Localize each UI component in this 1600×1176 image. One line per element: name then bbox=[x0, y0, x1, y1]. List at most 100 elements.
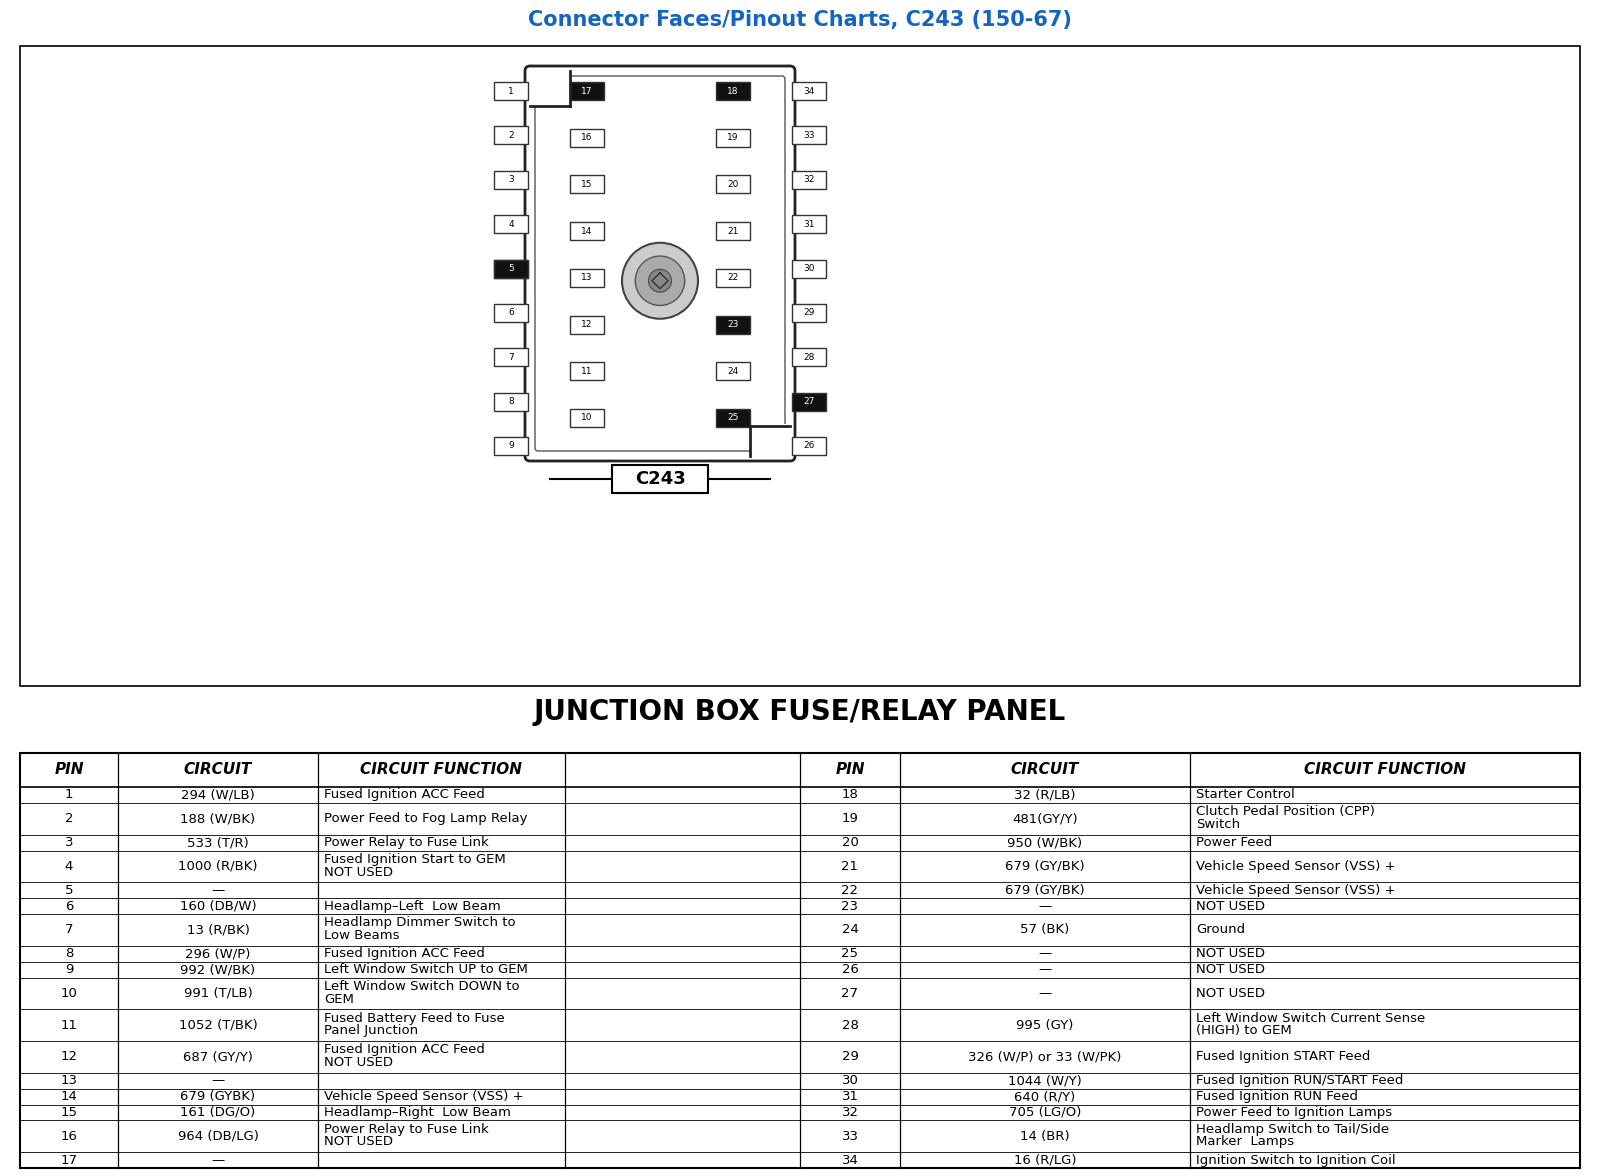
Text: 950 (W/BK): 950 (W/BK) bbox=[1008, 836, 1083, 849]
Text: 7: 7 bbox=[509, 353, 514, 362]
Text: 15: 15 bbox=[61, 1105, 77, 1118]
Text: 29: 29 bbox=[842, 1050, 859, 1063]
Bar bbox=[494, 260, 528, 278]
Text: 33: 33 bbox=[803, 131, 814, 140]
Text: 28: 28 bbox=[803, 353, 814, 362]
Text: NOT USED: NOT USED bbox=[1197, 987, 1266, 1000]
Bar bbox=[19, 753, 1581, 1168]
Bar bbox=[494, 215, 528, 233]
Bar bbox=[570, 128, 605, 147]
Text: Power Relay to Fuse Link: Power Relay to Fuse Link bbox=[323, 836, 488, 849]
Text: 294 (W/LB): 294 (W/LB) bbox=[181, 788, 254, 801]
Text: 1052 (T/BK): 1052 (T/BK) bbox=[179, 1018, 258, 1031]
Text: Left Window Switch UP to GEM: Left Window Switch UP to GEM bbox=[323, 963, 528, 976]
Text: 705 (LG/O): 705 (LG/O) bbox=[1010, 1105, 1082, 1118]
Text: CIRCUIT: CIRCUIT bbox=[1011, 762, 1078, 777]
Text: —: — bbox=[211, 883, 224, 896]
Bar bbox=[494, 171, 528, 189]
Text: —: — bbox=[1038, 900, 1051, 913]
Text: Left Window Switch DOWN to: Left Window Switch DOWN to bbox=[323, 980, 520, 993]
Text: Headlamp–Left  Low Beam: Headlamp–Left Low Beam bbox=[323, 900, 501, 913]
Text: 26: 26 bbox=[803, 441, 814, 450]
Text: Power Feed to Fog Lamp Relay: Power Feed to Fog Lamp Relay bbox=[323, 813, 528, 826]
Text: 13 (R/BK): 13 (R/BK) bbox=[187, 923, 250, 936]
Text: 4: 4 bbox=[509, 220, 514, 228]
Text: 32: 32 bbox=[803, 175, 814, 185]
Text: 12: 12 bbox=[581, 320, 592, 329]
Text: 17: 17 bbox=[581, 87, 592, 95]
Text: Ground: Ground bbox=[1197, 923, 1245, 936]
Text: 57 (BK): 57 (BK) bbox=[1021, 923, 1070, 936]
Text: Panel Junction: Panel Junction bbox=[323, 1024, 418, 1037]
Text: 679 (GYBK): 679 (GYBK) bbox=[181, 1090, 256, 1103]
Text: 34: 34 bbox=[842, 1154, 859, 1167]
Text: Switch: Switch bbox=[1197, 818, 1240, 831]
Text: 16 (R/LG): 16 (R/LG) bbox=[1014, 1154, 1077, 1167]
Text: 7: 7 bbox=[64, 923, 74, 936]
Text: Fused Ignition ACC Feed: Fused Ignition ACC Feed bbox=[323, 947, 485, 960]
Text: 21: 21 bbox=[842, 860, 859, 873]
Text: 161 (DG/O): 161 (DG/O) bbox=[181, 1105, 256, 1118]
Text: —: — bbox=[211, 1074, 224, 1087]
FancyBboxPatch shape bbox=[525, 66, 795, 461]
Text: 17: 17 bbox=[61, 1154, 77, 1167]
Text: 22: 22 bbox=[842, 883, 859, 896]
Text: 30: 30 bbox=[842, 1074, 859, 1087]
Text: Headlamp–Right  Low Beam: Headlamp–Right Low Beam bbox=[323, 1105, 510, 1118]
Bar bbox=[494, 437, 528, 455]
Text: PIN: PIN bbox=[54, 762, 83, 777]
Text: Connector Faces/Pinout Charts, C243 (150-67): Connector Faces/Pinout Charts, C243 (150… bbox=[528, 11, 1072, 31]
Text: 5: 5 bbox=[64, 883, 74, 896]
Text: Starter Control: Starter Control bbox=[1197, 788, 1294, 801]
Text: JUNCTION BOX FUSE/RELAY PANEL: JUNCTION BOX FUSE/RELAY PANEL bbox=[534, 699, 1066, 726]
Text: 25: 25 bbox=[842, 947, 859, 960]
Text: 27: 27 bbox=[842, 987, 859, 1000]
Bar bbox=[494, 348, 528, 366]
Text: Fused Ignition Start to GEM: Fused Ignition Start to GEM bbox=[323, 853, 506, 866]
Text: 5: 5 bbox=[509, 263, 514, 273]
Text: 687 (GY/Y): 687 (GY/Y) bbox=[182, 1050, 253, 1063]
Bar bbox=[637, 258, 683, 303]
Text: Fused Battery Feed to Fuse: Fused Battery Feed to Fuse bbox=[323, 1011, 504, 1024]
Bar bbox=[792, 437, 826, 455]
Text: Low Beams: Low Beams bbox=[323, 929, 400, 942]
Text: GEM: GEM bbox=[323, 993, 354, 1005]
Text: 160 (DB/W): 160 (DB/W) bbox=[179, 900, 256, 913]
Bar bbox=[570, 82, 605, 100]
Text: 16: 16 bbox=[61, 1130, 77, 1143]
Text: NOT USED: NOT USED bbox=[1197, 963, 1266, 976]
Text: 9: 9 bbox=[509, 441, 514, 450]
Text: Fused Ignition START Feed: Fused Ignition START Feed bbox=[1197, 1050, 1370, 1063]
Text: 30: 30 bbox=[803, 263, 814, 273]
Text: 10: 10 bbox=[61, 987, 77, 1000]
Text: 28: 28 bbox=[842, 1018, 859, 1031]
Bar bbox=[494, 393, 528, 410]
Text: 25: 25 bbox=[728, 414, 739, 422]
Text: Fused Ignition RUN/START Feed: Fused Ignition RUN/START Feed bbox=[1197, 1074, 1403, 1087]
Text: 29: 29 bbox=[803, 308, 814, 318]
Text: —: — bbox=[1038, 947, 1051, 960]
Text: (HIGH) to GEM: (HIGH) to GEM bbox=[1197, 1024, 1291, 1037]
Text: 14: 14 bbox=[581, 227, 592, 235]
Bar bbox=[750, 425, 792, 456]
Bar bbox=[717, 409, 750, 427]
Text: CIRCUIT FUNCTION: CIRCUIT FUNCTION bbox=[1304, 762, 1466, 777]
Text: 24: 24 bbox=[842, 923, 859, 936]
Text: Power Feed: Power Feed bbox=[1197, 836, 1272, 849]
Text: 12: 12 bbox=[61, 1050, 77, 1063]
Bar bbox=[792, 348, 826, 366]
Bar bbox=[611, 465, 707, 493]
Text: 326 (W/P) or 33 (W/PK): 326 (W/P) or 33 (W/PK) bbox=[968, 1050, 1122, 1063]
Text: 22: 22 bbox=[728, 273, 739, 282]
Text: 1: 1 bbox=[509, 87, 514, 95]
Bar bbox=[570, 175, 605, 193]
Text: 11: 11 bbox=[581, 367, 592, 376]
Text: Fused Ignition ACC Feed: Fused Ignition ACC Feed bbox=[323, 1043, 485, 1056]
Bar bbox=[528, 69, 570, 106]
Text: 18: 18 bbox=[728, 87, 739, 95]
Bar bbox=[494, 126, 528, 145]
Text: 9: 9 bbox=[66, 963, 74, 976]
Bar bbox=[792, 260, 826, 278]
Text: Fused Ignition RUN Feed: Fused Ignition RUN Feed bbox=[1197, 1090, 1358, 1103]
Text: 3: 3 bbox=[509, 175, 514, 185]
